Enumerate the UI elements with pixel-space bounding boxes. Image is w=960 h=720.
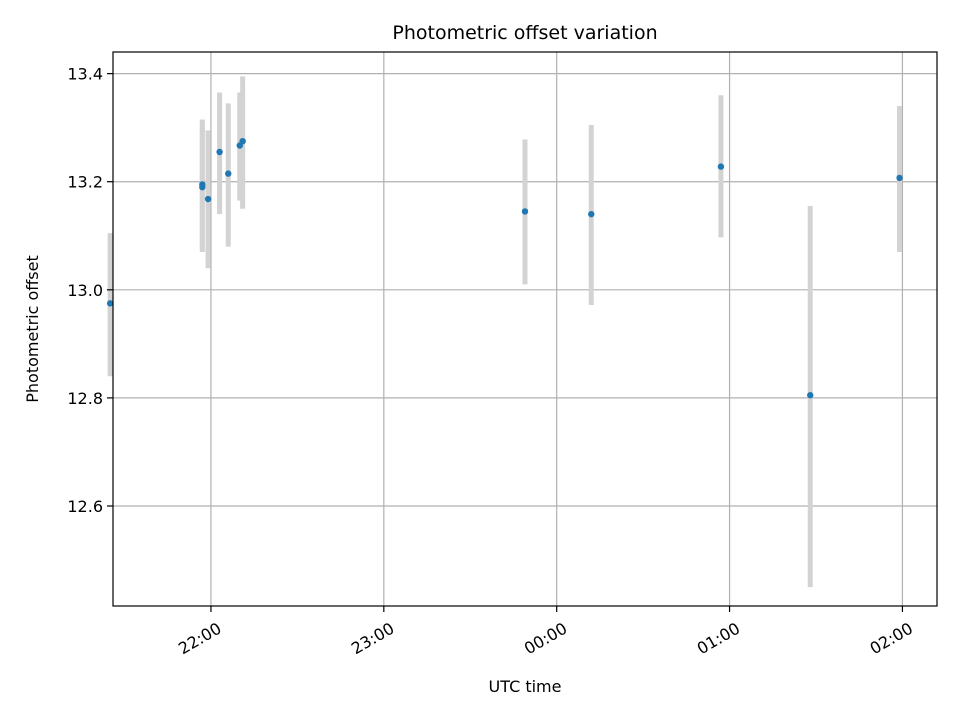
data-point [204,195,212,203]
y-tick-label: 13.0 [67,281,103,300]
y-axis: 12.6 12.8 13.0 13.2 13.4 [67,65,113,516]
y-tick-label: 13.4 [67,65,103,84]
y-tick-label: 12.6 [67,497,103,516]
data-point [225,170,232,177]
plot-frame [112,51,938,607]
y-axis-title: Photometric offset [23,255,42,403]
data-point [717,163,725,170]
y-tick-label: 12.8 [67,389,103,408]
data-point [216,148,223,156]
data-point [896,174,903,182]
data-points [106,137,903,399]
y-tick-label: 13.2 [67,173,103,192]
data-point [588,210,595,218]
data-point [199,183,206,191]
data-point [521,208,529,215]
chart-title: Photometric offset variation [392,22,657,44]
x-axis-title: UTC time [489,677,562,696]
data-point [239,137,246,145]
data-point [807,392,814,399]
data-point [106,300,114,307]
